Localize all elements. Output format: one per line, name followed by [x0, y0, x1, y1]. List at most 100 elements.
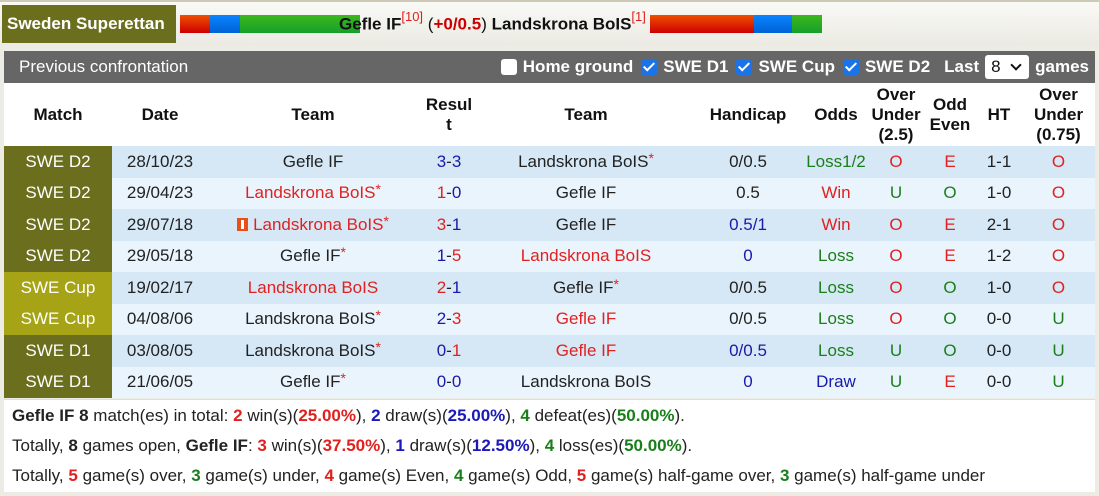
- home-team[interactable]: Landskrona BoIS: [245, 183, 376, 203]
- table-row[interactable]: SWE D1 03/08/05 Landskrona BoIS* 0-1 Gefle I…: [4, 335, 1095, 367]
- away-team-cell[interactable]: Landskrona BoIS*: [480, 146, 692, 178]
- col-ht: HT: [976, 83, 1022, 146]
- over-under-075: O: [1022, 240, 1095, 272]
- odd-even: E: [924, 366, 976, 398]
- score-separator: -: [446, 340, 452, 360]
- away-team-cell[interactable]: Landskrona BoIS: [480, 366, 692, 398]
- home-team[interactable]: Landskrona BoIS: [253, 214, 384, 234]
- summary-segment: 3: [191, 466, 201, 485]
- table-row[interactable]: SWE D2 29/04/23 Landskrona BoIS* 1-0 Gefle I…: [4, 177, 1095, 209]
- result-cell[interactable]: 2-3: [418, 303, 480, 335]
- home-team-cell[interactable]: Landskrona BoIS*: [208, 177, 418, 209]
- away-score: 1: [451, 277, 462, 297]
- match-type[interactable]: SWE Cup: [4, 303, 112, 335]
- col-odds: Odds: [804, 83, 868, 146]
- score-separator: -: [446, 183, 452, 203]
- home-team-cell[interactable]: Landskrona BoIS*: [208, 209, 418, 241]
- handicap: 0.5/1: [692, 209, 804, 241]
- summary-segment: 1: [395, 436, 405, 455]
- away-team-cell[interactable]: Gefle IF: [480, 303, 692, 335]
- odd-even: E: [924, 146, 976, 178]
- match-type[interactable]: SWE D1: [4, 335, 112, 367]
- summary-line-3: Totally, 5 game(s) over, 3 game(s) under…: [12, 466, 985, 486]
- away-team[interactable]: Landskrona BoIS: [520, 372, 652, 392]
- match-type[interactable]: SWE D2: [4, 146, 112, 178]
- away-star: *: [613, 275, 619, 292]
- swe-cup-checkbox[interactable]: [736, 59, 753, 75]
- summary-segment: game(s) Even,: [333, 466, 454, 485]
- home-score: 0: [436, 340, 447, 360]
- away-team[interactable]: Gefle IF: [555, 214, 617, 234]
- col-handicap: Handicap: [692, 83, 804, 146]
- table-row[interactable]: SWE D2 28/10/23 Gefle IF 3-3 Landskrona BoIS…: [4, 146, 1095, 178]
- result-cell[interactable]: 0-0: [418, 366, 480, 398]
- home-team-cell[interactable]: Landskrona BoIS*: [208, 303, 418, 335]
- games-label: games: [1035, 57, 1089, 76]
- home-ground-label[interactable]: Home ground: [522, 57, 634, 76]
- match-type[interactable]: SWE D2: [4, 240, 112, 272]
- home-score: 0: [436, 372, 447, 392]
- table-row[interactable]: SWE D2 29/07/18 Landskrona BoIS* 3-1 Gefle I…: [4, 209, 1095, 241]
- home-team[interactable]: Landskrona BoIS: [247, 277, 379, 297]
- home-team-cell[interactable]: Gefle IF*: [208, 366, 418, 398]
- table-row[interactable]: SWE Cup 19/02/17 Landskrona BoIS 2-1 Gefle I…: [4, 272, 1095, 304]
- last-games-select[interactable]: 8: [985, 55, 1030, 79]
- result-cell[interactable]: 3-3: [418, 146, 480, 178]
- result-cell[interactable]: 1-0: [418, 177, 480, 209]
- swe-cup-label[interactable]: SWE Cup: [758, 57, 835, 76]
- score-separator: -: [446, 277, 452, 297]
- result-cell[interactable]: 0-1: [418, 335, 480, 367]
- handicap: 0: [692, 240, 804, 272]
- home-score: 3: [436, 151, 447, 171]
- away-team-cell[interactable]: Gefle IF: [480, 335, 692, 367]
- swe-d2-label[interactable]: SWE D2: [864, 57, 931, 76]
- away-team[interactable]: Gefle IF: [555, 340, 617, 360]
- match-header: Sweden Superettan Gefle IF[10] (+0/0.5) …: [0, 2, 1099, 46]
- home-ground-checkbox[interactable]: [500, 59, 517, 75]
- summary-segment: game(s) Odd,: [463, 466, 577, 485]
- match-type[interactable]: SWE D2: [4, 209, 112, 241]
- summary-segment: ),: [505, 406, 521, 425]
- home-team[interactable]: Gefle IF: [282, 151, 344, 171]
- home-team-cell[interactable]: Landskrona BoIS: [208, 272, 418, 304]
- match-date: 03/08/05: [112, 335, 208, 367]
- swe-d2-checkbox[interactable]: [842, 59, 859, 75]
- over-under-075: U: [1022, 335, 1095, 367]
- match-type[interactable]: SWE D2: [4, 177, 112, 209]
- away-team-cell[interactable]: Gefle IF: [480, 209, 692, 241]
- match-type[interactable]: SWE Cup: [4, 272, 112, 304]
- away-team[interactable]: Landskrona BoIS: [518, 151, 649, 171]
- table-row[interactable]: SWE D2 29/05/18 Gefle IF* 1-5 Landskrona BoI…: [4, 240, 1095, 272]
- home-star: *: [340, 370, 346, 387]
- away-team-cell[interactable]: Gefle IF: [480, 177, 692, 209]
- odds-result: Loss: [804, 335, 868, 367]
- home-team-cell[interactable]: Gefle IF: [208, 146, 418, 178]
- away-score: 0: [451, 372, 462, 392]
- away-team[interactable]: Landskrona BoIS: [520, 246, 652, 266]
- table-row[interactable]: SWE Cup 04/08/06 Landskrona BoIS* 2-3 Gefle …: [4, 303, 1095, 335]
- home-team-cell[interactable]: Landskrona BoIS*: [208, 335, 418, 367]
- swe-d1-checkbox[interactable]: [641, 59, 658, 75]
- away-team[interactable]: Gefle IF: [555, 309, 617, 329]
- home-team[interactable]: Gefle IF: [280, 246, 341, 266]
- home-team[interactable]: Landskrona BoIS: [245, 309, 376, 329]
- away-team[interactable]: Gefle IF: [555, 183, 617, 203]
- result-cell[interactable]: 2-1: [418, 272, 480, 304]
- match-type[interactable]: SWE D1: [4, 366, 112, 398]
- result-cell[interactable]: 1-5: [418, 240, 480, 272]
- score-separator: -: [446, 372, 452, 392]
- away-team-cell[interactable]: Landskrona BoIS: [480, 240, 692, 272]
- home-team-name[interactable]: Gefle IF: [339, 14, 402, 34]
- summary-segment: Totally,: [12, 466, 69, 485]
- swe-d1-label[interactable]: SWE D1: [663, 57, 729, 76]
- away-team[interactable]: Gefle IF: [553, 277, 614, 297]
- table-row[interactable]: SWE D1 21/06/05 Gefle IF* 0-0 Landskrona BoI…: [4, 366, 1095, 398]
- away-score: 3: [451, 151, 462, 171]
- home-team-cell[interactable]: Gefle IF*: [208, 240, 418, 272]
- home-team[interactable]: Landskrona BoIS: [245, 340, 376, 360]
- away-team-name[interactable]: Landskrona BoIS: [491, 14, 632, 34]
- result-cell[interactable]: 3-1: [418, 209, 480, 241]
- away-team-cell[interactable]: Gefle IF*: [480, 272, 692, 304]
- home-team[interactable]: Gefle IF: [280, 372, 341, 392]
- summary-segment: win(s)(: [242, 406, 299, 425]
